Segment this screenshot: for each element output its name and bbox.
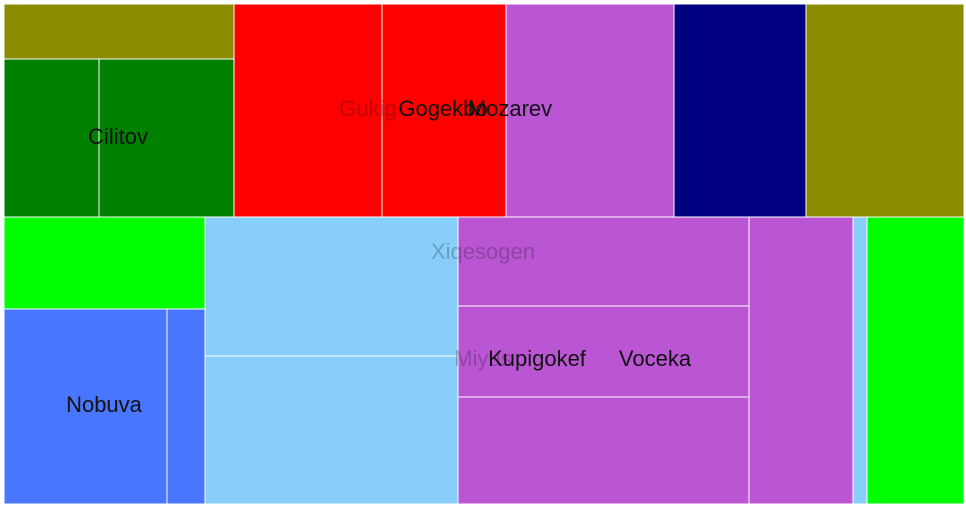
treemap-cell-gogekbo (381, 3, 507, 218)
label-miyus: Miyus (454, 346, 511, 371)
treemap-cell-gukig (233, 3, 383, 218)
label-gukig: Gukig (339, 96, 396, 121)
label-cilitov: Cilitov (88, 124, 148, 149)
treemap-cell-xiqes-b (204, 355, 459, 505)
label-nobuva: Nobuva (66, 392, 143, 417)
treemap-cells (3, 3, 965, 505)
label-gogekbo: Gogekbo (398, 96, 487, 121)
treemap-cell-olive-b (805, 3, 965, 218)
treemap-cell-navy-a (673, 3, 807, 218)
treemap-cell-cilitov-b (98, 58, 235, 218)
treemap-cell-lime-b (866, 216, 965, 505)
label-voceka: Voceka (619, 346, 692, 371)
treemap-cell-kupig-b (457, 305, 750, 398)
label-mozarev: Mozarev (468, 96, 552, 121)
treemap-cell-kupig-c (457, 396, 750, 505)
label-kupigokef: Kupigokef (488, 346, 587, 371)
treemap-cell-lime-a (3, 216, 206, 310)
treemap-cell-nobuva-b (166, 308, 206, 505)
treemap-cell-cilitov-a (3, 58, 100, 218)
treemap-cell-mozarev (505, 3, 675, 218)
treemap-cell-xiqes-a (204, 216, 459, 357)
treemap-cell-kupig-a (457, 216, 750, 307)
treemap-cell-olive-a (3, 3, 235, 60)
treemap-cell-voceka (748, 216, 854, 505)
treemap-cell-lb-strip (852, 216, 868, 505)
treemap-cell-nobuva-a (3, 308, 168, 505)
label-xiqesogen: Xiqesogen (431, 239, 535, 264)
